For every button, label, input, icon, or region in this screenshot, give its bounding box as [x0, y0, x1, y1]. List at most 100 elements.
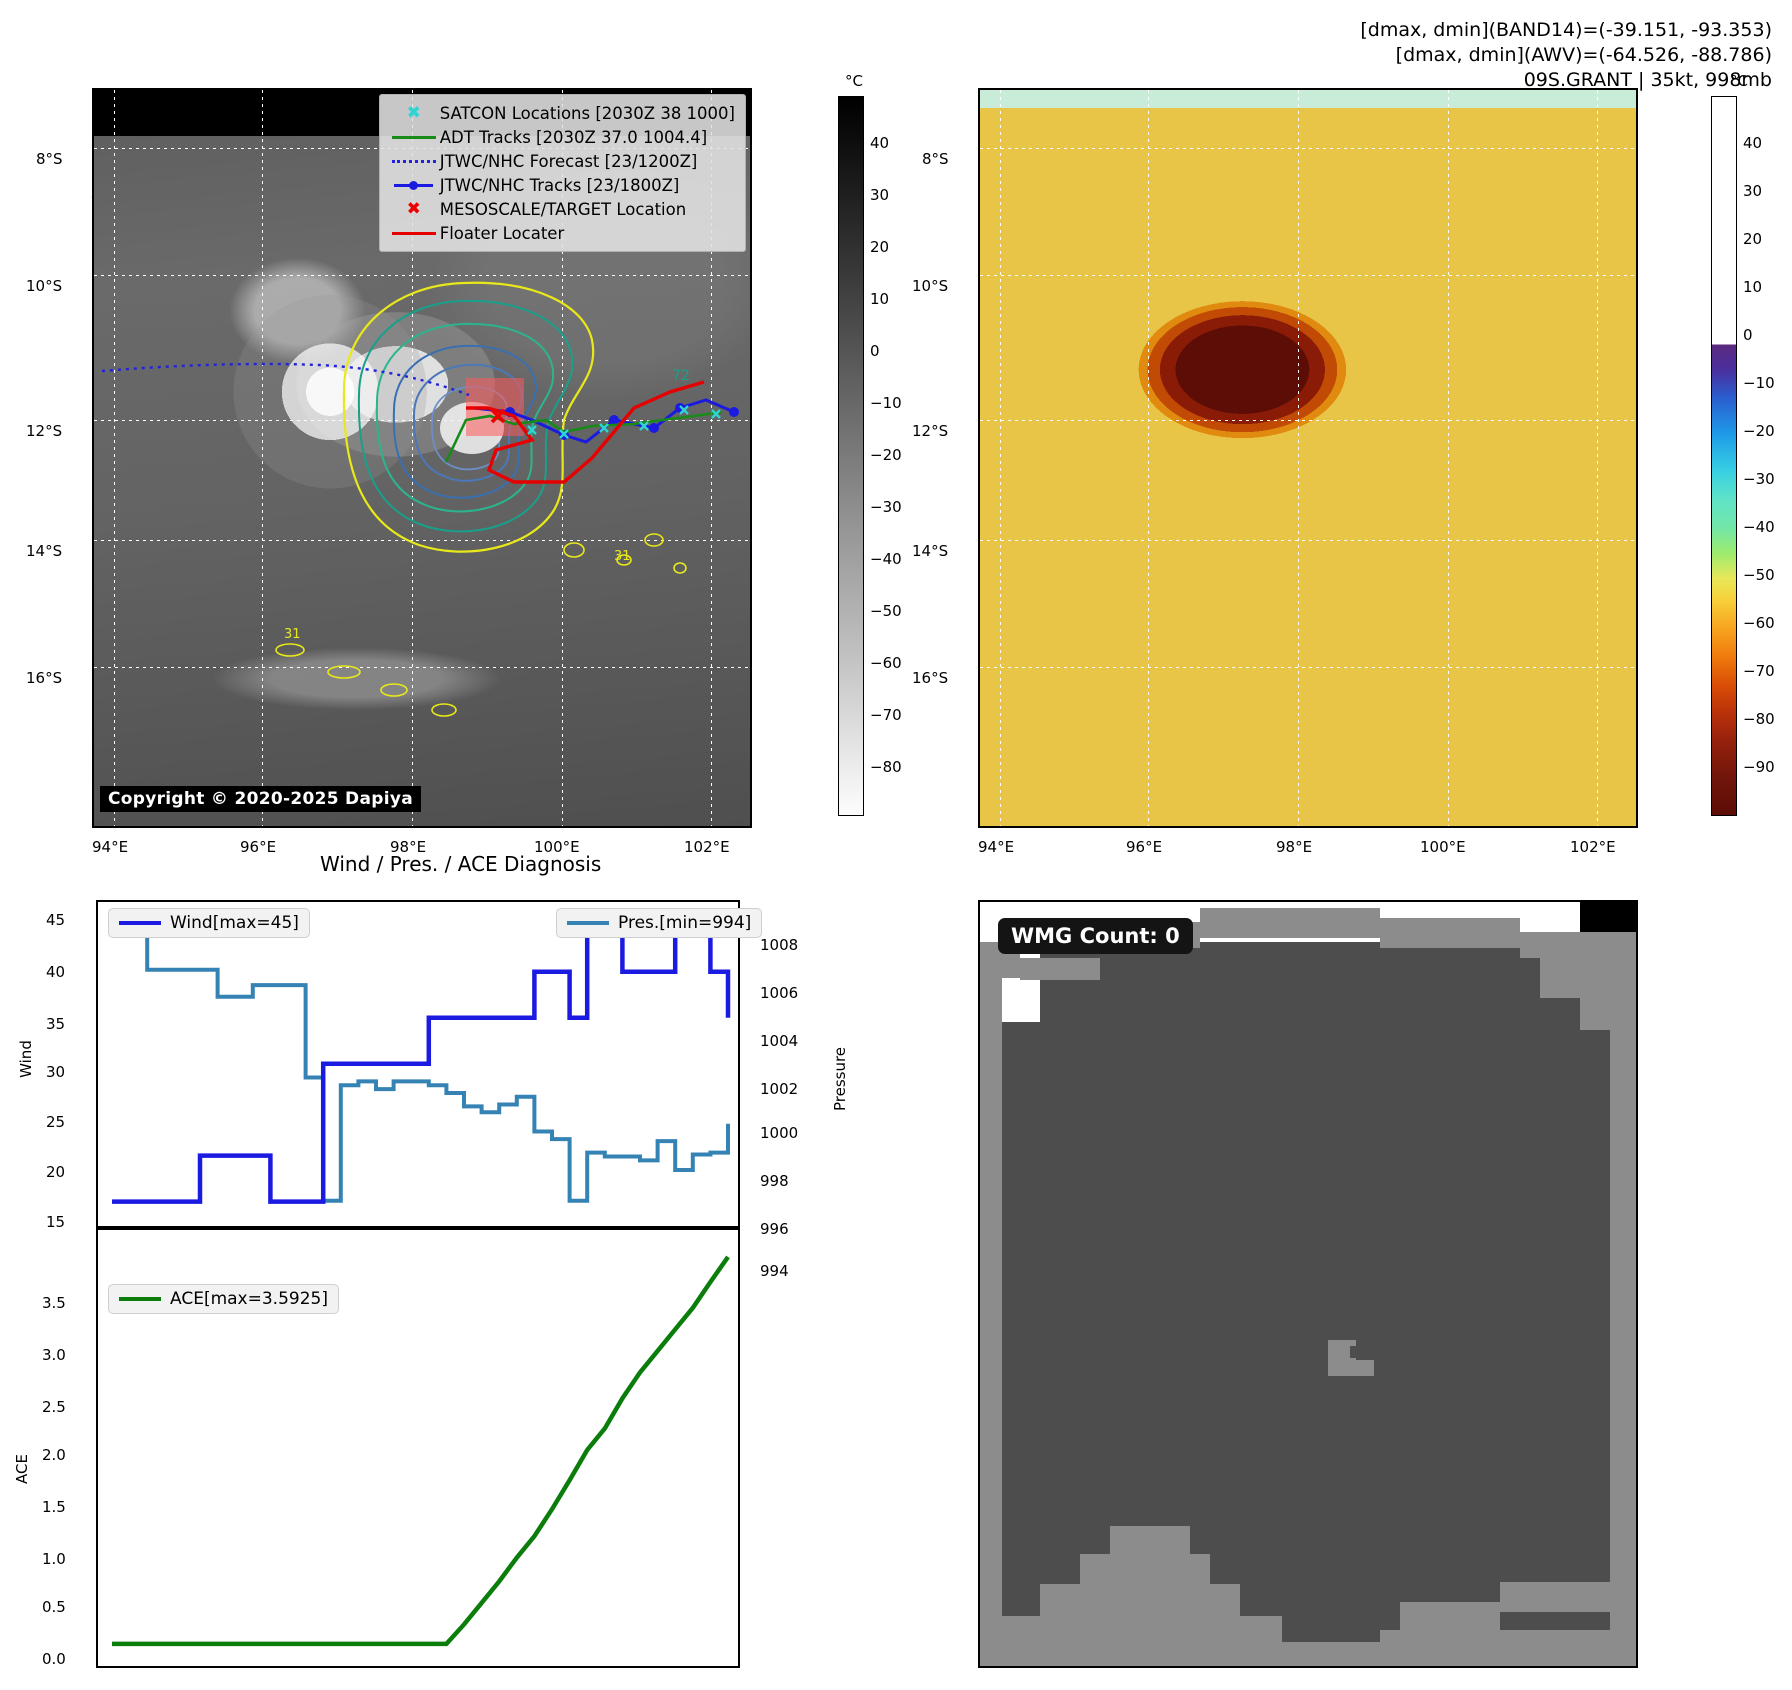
floater-line-icon: [388, 223, 440, 243]
satellite-awv-panel[interactable]: [978, 88, 1638, 828]
colorbar-grayscale[interactable]: [838, 96, 864, 816]
legend-row-satcon: ✖ SATCON Locations [2030Z 38 1000]: [388, 101, 735, 125]
pressure-legend[interactable]: Pres.[min=994]: [556, 908, 763, 938]
cb-gray-tick-m10: −10: [870, 394, 902, 412]
legend-label-floater: Floater Locater: [439, 223, 565, 243]
pressure-axis-label: Pressure: [831, 1046, 849, 1112]
cb-awv-tick-m80: −80: [1743, 710, 1775, 728]
ace-tick-20: 2.0: [42, 1446, 66, 1464]
floater-locater-line: [466, 380, 705, 484]
wind-series-line: [112, 923, 731, 1204]
cb-awv-tick-m40: −40: [1743, 518, 1775, 536]
wmg-count-badge: WMG Count: 0: [998, 918, 1193, 954]
pressure-series-line: [112, 917, 730, 1203]
wind-tick-20: 20: [46, 1163, 66, 1181]
cb-awv-tick-m70: −70: [1743, 662, 1775, 680]
ace-tick-15: 1.5: [42, 1498, 66, 1516]
ace-tick-10: 1.0: [42, 1550, 66, 1568]
cb-gray-tick-m50: −50: [870, 602, 902, 620]
pres-tick-1008: 1008: [760, 936, 799, 954]
cb-awv-tick-m30: −30: [1743, 470, 1775, 488]
cb-gray-tick-m30: −30: [870, 498, 902, 516]
pressure-legend-swatch: [567, 921, 609, 925]
ace-legend-label: ACE[max=3.5925]: [170, 1289, 328, 1309]
wind-tick-25: 25: [46, 1113, 66, 1131]
ace-legend[interactable]: ACE[max=3.5925]: [108, 1284, 339, 1314]
wind-tick-35: 35: [46, 1015, 66, 1033]
forecast-dotted-line-icon: [388, 151, 440, 171]
ace-tick-05: 0.5: [42, 1598, 66, 1616]
legend-label-tracks: JTWC/NHC Tracks [23/1800Z]: [439, 175, 680, 195]
cb-awv-tick-40: 40: [1743, 134, 1763, 152]
awv-gridline-lon-98e: [1298, 90, 1299, 826]
map-legend[interactable]: ✖ SATCON Locations [2030Z 38 1000] ADT T…: [378, 94, 746, 252]
wind-axis-label: Wind: [17, 1040, 35, 1078]
satellite-awv-image: [980, 90, 1636, 826]
gray-lat-tick-14s: 14°S: [26, 542, 63, 560]
legend-row-tracks: JTWC/NHC Tracks [23/1800Z]: [388, 173, 735, 197]
awv-lon-tick-94e: 94°E: [978, 838, 1015, 856]
wind-pressure-plot-area: [112, 917, 731, 1204]
gridline-lat-16s: [94, 667, 750, 668]
cb-awv-tick-20: 20: [1743, 230, 1763, 248]
gridline-lon-96e: [262, 90, 263, 826]
cb-awv-tick-0: 0: [1743, 326, 1753, 344]
ace-tick-30: 3.0: [42, 1346, 66, 1364]
cb-gray-tick-m60: −60: [870, 654, 902, 672]
legend-label-satcon: SATCON Locations [2030Z 38 1000]: [439, 103, 735, 123]
cb-awv-tick-30: 30: [1743, 182, 1763, 200]
wind-legend[interactable]: Wind[max=45]: [108, 908, 310, 938]
awv-lat-tick-16s: 16°S: [912, 669, 949, 687]
contour-yellow: [342, 281, 595, 553]
ace-legend-swatch: [119, 1297, 161, 1301]
awv-gridline-lon-94e: [1000, 90, 1001, 826]
ace-series-line: [112, 1255, 730, 1647]
awv-lon-tick-100e: 100°E: [1420, 838, 1466, 856]
cb-gray-tick-10: 10: [870, 290, 890, 308]
contour-teal-2: [375, 322, 555, 513]
cb-awv-tick-m60: −60: [1743, 614, 1775, 632]
track-line-marker-icon: [388, 175, 440, 195]
forecast-dotted-track: [101, 362, 470, 397]
colorbar-awv[interactable]: [1711, 96, 1737, 816]
cb-awv-tick-m90: −90: [1743, 758, 1775, 776]
ace-axis-label: ACE: [13, 1454, 31, 1484]
gray-lon-tick-100e: 100°E: [534, 838, 580, 856]
ace-tick-25: 2.5: [42, 1398, 66, 1416]
charts-section-title: Wind / Pres. / ACE Diagnosis: [320, 852, 602, 876]
wind-tick-15: 15: [46, 1213, 66, 1231]
satellite-grayscale-panel[interactable]: 72 31 31 ✖ SATCON Locations [2030Z 38 10…: [92, 88, 752, 828]
pres-tick-1000: 1000: [760, 1124, 799, 1142]
header-stats: [dmax, dmin](BAND14)=(-39.151, -93.353) …: [1360, 18, 1772, 93]
gridline-lon-94e: [114, 90, 115, 826]
cb-awv-tick-10: 10: [1743, 278, 1763, 296]
cb-gray-tick-40: 40: [870, 134, 890, 152]
pres-tick-1002: 1002: [760, 1080, 799, 1098]
cb-gray-tick-m80: −80: [870, 758, 902, 776]
awv-lat-tick-14s: 14°S: [912, 542, 949, 560]
gray-lon-tick-94e: 94°E: [92, 838, 129, 856]
target-x-marker-icon: ✖: [406, 199, 421, 219]
gridline-lat-12s: [94, 420, 750, 421]
cb-gray-tick-20: 20: [870, 238, 890, 256]
adt-line-icon: [388, 127, 440, 147]
cb-gray-tick-30: 30: [870, 186, 890, 204]
legend-label-mesoscale: MESOSCALE/TARGET Location: [439, 199, 687, 219]
legend-row-mesoscale: ✖ MESOSCALE/TARGET Location: [388, 197, 735, 221]
ace-plot-area: [112, 1255, 730, 1647]
legend-row-forecast: JTWC/NHC Forecast [23/1200Z]: [388, 149, 735, 173]
copyright-notice: Copyright © 2020-2025 Dapiya: [100, 786, 421, 812]
wind-pressure-chart[interactable]: [96, 900, 740, 1228]
wmg-background: [980, 902, 1636, 1666]
gray-lon-tick-96e: 96°E: [240, 838, 277, 856]
awv-gridline-lat-16s: [980, 667, 1636, 668]
cb-gray-tick-m40: −40: [870, 550, 902, 568]
pres-tick-1004: 1004: [760, 1032, 799, 1050]
gray-lat-tick-10s: 10°S: [26, 277, 63, 295]
wind-tick-30: 30: [46, 1063, 66, 1081]
gridline-lon-102e: [711, 90, 712, 826]
wind-legend-swatch: [119, 921, 161, 925]
awv-lat-tick-12s: 12°S: [912, 422, 949, 440]
wmg-panel[interactable]: WMG Count: 0: [978, 900, 1638, 1668]
pres-tick-996: 996: [760, 1220, 789, 1238]
